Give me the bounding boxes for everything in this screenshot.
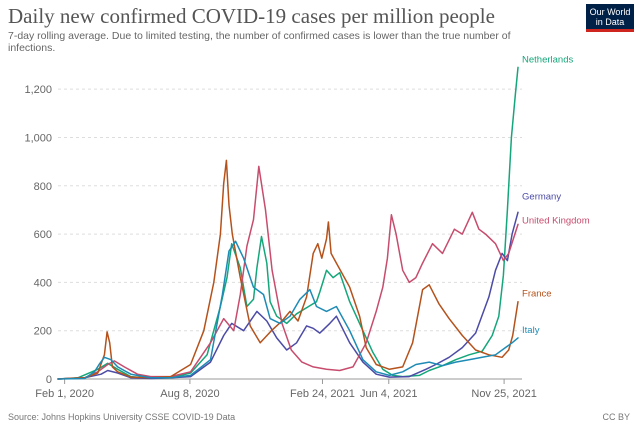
x-axis: Feb 1, 2020 Aug 8, 2020 Feb 24, 2021 Jun 4,…: [35, 379, 537, 400]
source-note[interactable]: Source: Johns Hopkins University CSSE CO…: [8, 412, 236, 422]
series-line-netherlands: [57, 66, 519, 380]
x-tick-label-2: Feb 24, 2021: [290, 388, 355, 400]
series-layer: [57, 66, 519, 380]
license-link[interactable]: CC BY: [602, 412, 630, 422]
owid-logo[interactable]: Our World in Data: [586, 4, 634, 32]
y-tick-label-400: 400: [34, 277, 52, 289]
series-line-france: [57, 159, 519, 380]
y-axis: 0 200 400 600 800 1,000 1,200: [24, 84, 52, 386]
x-tick-label-3: Jun 4, 2021: [360, 388, 418, 400]
logo-line-2: in Data: [595, 17, 625, 27]
x-tick-label-1: Aug 8, 2020: [160, 388, 219, 400]
series-line-germany: [57, 211, 519, 380]
grid-layer: [58, 88, 522, 380]
legend-label-france: France: [522, 289, 552, 300]
legend-label-italy: Italy: [522, 325, 540, 336]
chart-subtitle: 7-day rolling average. Due to limited te…: [8, 30, 511, 54]
legend-label-netherlands: Netherlands: [522, 54, 573, 65]
y-tick-label-800: 800: [34, 181, 52, 193]
legend-label-united-kingdom: United Kingdom: [522, 215, 590, 226]
y-tick-label-200: 200: [34, 326, 52, 338]
logo-line-1: Our World: [589, 7, 631, 17]
chart-title: Daily new confirmed COVID-19 cases per m…: [8, 4, 495, 28]
series-line-united-kingdom: [57, 165, 519, 380]
legend: Netherlands Germany United Kingdom France It…: [522, 54, 590, 336]
y-tick-label-1200: 1,200: [24, 84, 52, 96]
x-tick-label-4: Nov 25, 2021: [471, 388, 536, 400]
y-tick-label-0: 0: [46, 374, 52, 386]
x-tick-label-0: Feb 1, 2020: [35, 388, 94, 400]
y-tick-label-600: 600: [34, 229, 52, 241]
legend-label-germany: Germany: [522, 191, 561, 202]
series-line-italy: [57, 240, 519, 380]
y-tick-label-1000: 1,000: [24, 132, 52, 144]
